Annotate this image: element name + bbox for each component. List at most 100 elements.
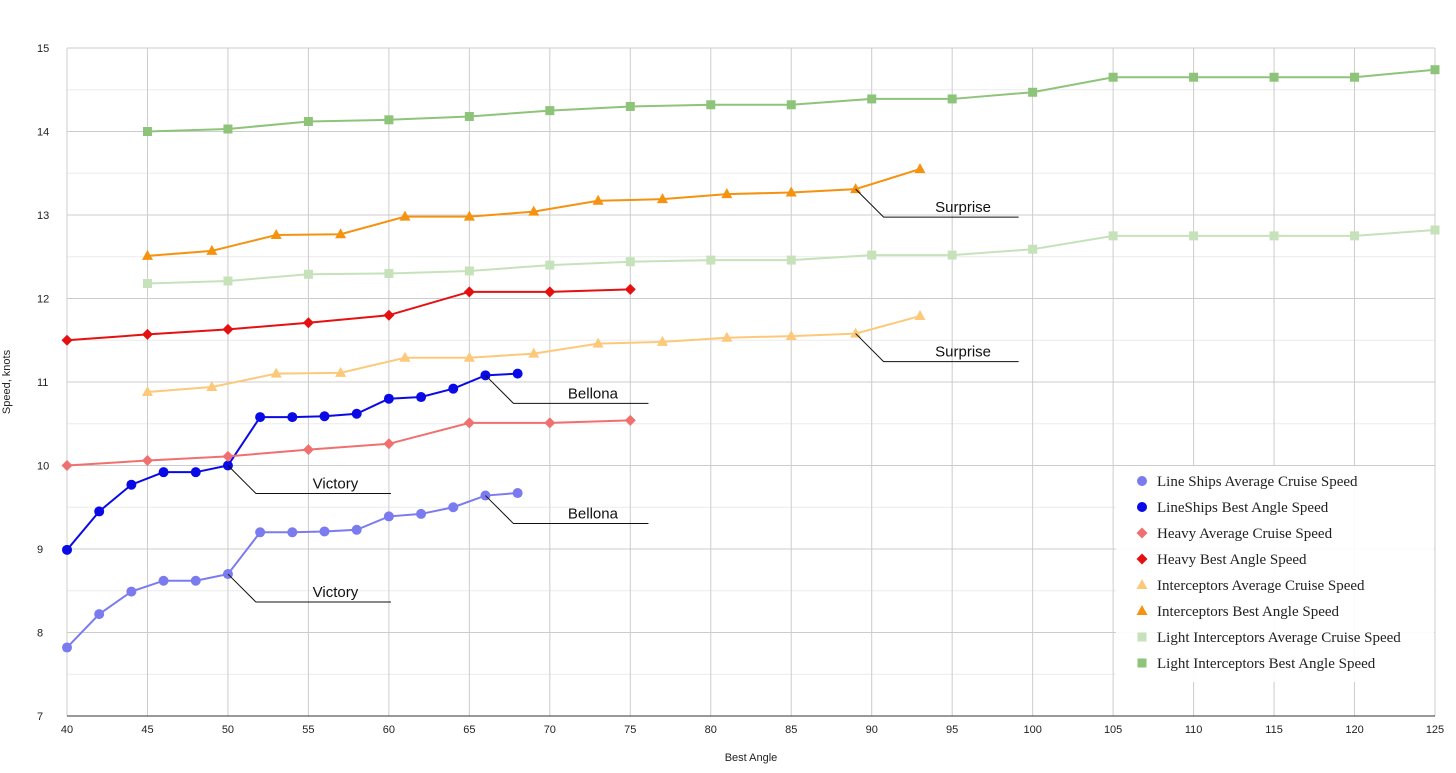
data-point bbox=[384, 268, 394, 278]
y-tick-label: 10 bbox=[37, 461, 49, 473]
data-point bbox=[528, 347, 540, 358]
data-point bbox=[399, 210, 411, 221]
data-point bbox=[62, 642, 72, 653]
data-point bbox=[383, 393, 394, 404]
data-point bbox=[1108, 72, 1118, 82]
data-point bbox=[1350, 72, 1360, 82]
annotation-label: Victory bbox=[313, 584, 359, 601]
x-axis-title: Best Angle bbox=[725, 752, 778, 764]
x-tick-label: 40 bbox=[61, 724, 73, 736]
data-point bbox=[223, 276, 233, 286]
annotation-leader bbox=[485, 495, 649, 525]
legend-item: LineShips Best Angle Speed bbox=[1137, 500, 1329, 516]
x-tick-label: 110 bbox=[1185, 724, 1203, 736]
annotation-label: Bellona bbox=[568, 385, 619, 402]
legend-item: Heavy Average Cruise Speed bbox=[1136, 526, 1333, 542]
legend-swatch bbox=[1136, 579, 1148, 589]
data-point bbox=[592, 194, 604, 205]
series-6 bbox=[142, 225, 1440, 288]
data-point bbox=[416, 508, 427, 519]
x-tick-label: 75 bbox=[624, 724, 636, 736]
data-point bbox=[416, 392, 427, 403]
data-point bbox=[319, 526, 330, 537]
data-point bbox=[61, 334, 73, 346]
data-point bbox=[190, 575, 201, 586]
y-tick-label: 12 bbox=[37, 294, 49, 306]
data-point bbox=[463, 210, 475, 221]
data-point bbox=[448, 502, 459, 513]
legend-label: Interceptors Average Cruise Speed bbox=[1157, 578, 1365, 594]
data-point bbox=[850, 183, 862, 194]
data-point bbox=[270, 367, 282, 378]
data-point bbox=[706, 255, 716, 265]
data-point bbox=[223, 124, 233, 134]
y-tick-label: 7 bbox=[37, 711, 43, 723]
x-tick-label: 115 bbox=[1265, 724, 1283, 736]
data-point bbox=[1189, 72, 1199, 82]
data-point bbox=[512, 368, 523, 379]
data-point bbox=[1430, 65, 1440, 75]
data-point bbox=[141, 454, 153, 466]
data-point bbox=[544, 286, 556, 298]
x-tick-label: 125 bbox=[1426, 724, 1444, 736]
data-point bbox=[319, 411, 330, 422]
data-point bbox=[126, 586, 137, 597]
data-point bbox=[303, 269, 313, 279]
data-point bbox=[383, 438, 395, 450]
legend-swatch bbox=[1137, 502, 1147, 512]
data-point bbox=[512, 488, 523, 499]
annotation-leader bbox=[227, 573, 391, 603]
data-point bbox=[706, 100, 716, 110]
data-point bbox=[914, 163, 926, 174]
data-point bbox=[463, 417, 475, 429]
annotation: Bellona bbox=[485, 495, 649, 525]
annotation: Surprise bbox=[855, 188, 1019, 218]
annotation: Victory bbox=[227, 573, 391, 603]
y-axis-title: Speed, knots bbox=[1, 349, 13, 414]
data-point bbox=[625, 257, 635, 267]
legend-label: LineShips Best Angle Speed bbox=[1157, 500, 1329, 516]
x-tick-label: 120 bbox=[1345, 724, 1363, 736]
data-point bbox=[624, 414, 636, 426]
data-point bbox=[351, 408, 362, 419]
legend-swatch bbox=[1137, 632, 1147, 642]
data-point bbox=[190, 467, 201, 478]
data-point bbox=[158, 575, 169, 586]
data-point bbox=[94, 506, 105, 517]
legend-item: Interceptors Best Angle Speed bbox=[1136, 604, 1340, 620]
data-point bbox=[625, 101, 635, 111]
x-tick-label: 90 bbox=[866, 724, 878, 736]
x-tick-label: 65 bbox=[463, 724, 475, 736]
data-point bbox=[656, 335, 668, 346]
legend-swatch bbox=[1136, 605, 1148, 615]
legend-swatch bbox=[1136, 527, 1148, 539]
data-point bbox=[1028, 87, 1038, 97]
data-point bbox=[545, 106, 555, 116]
legend-swatch bbox=[1137, 658, 1147, 668]
data-point bbox=[383, 309, 395, 321]
data-point bbox=[1028, 244, 1038, 254]
data-point bbox=[1430, 225, 1440, 235]
data-point bbox=[335, 366, 347, 377]
legend-item: Interceptors Average Cruise Speed bbox=[1136, 578, 1365, 594]
annotation-leader bbox=[227, 465, 391, 494]
data-point bbox=[1108, 231, 1118, 241]
series-1 bbox=[62, 368, 523, 555]
legend-item: Light Interceptors Best Angle Speed bbox=[1137, 656, 1376, 672]
series-line bbox=[66, 492, 518, 649]
x-tick-label: 95 bbox=[946, 724, 958, 736]
annotation-label: Surprise bbox=[935, 344, 991, 361]
annotation-label: Victory bbox=[313, 476, 359, 493]
data-point bbox=[544, 417, 556, 429]
data-point bbox=[786, 255, 796, 265]
data-point bbox=[1350, 231, 1360, 241]
data-point bbox=[528, 205, 540, 216]
legend-label: Light Interceptors Average Cruise Speed bbox=[1157, 630, 1401, 646]
x-tick-label: 70 bbox=[544, 724, 556, 736]
data-point bbox=[142, 278, 152, 288]
series-line bbox=[66, 288, 631, 342]
annotations: Surprise Surprise Bellona Bellona Victory Vic… bbox=[227, 188, 1019, 603]
data-point bbox=[464, 266, 474, 276]
x-tick-label: 100 bbox=[1023, 724, 1041, 736]
